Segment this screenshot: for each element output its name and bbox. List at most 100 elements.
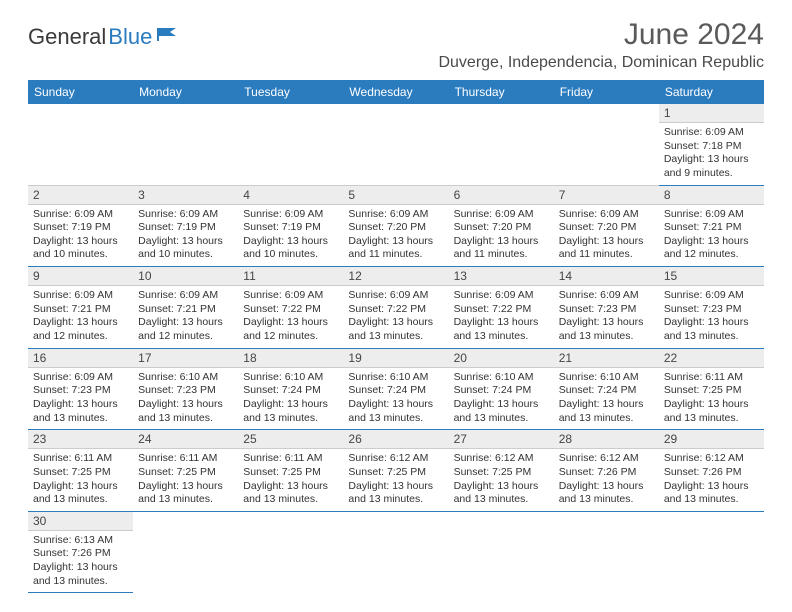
day-content: Sunrise: 6:12 AMSunset: 7:25 PMDaylight:… [449,449,554,511]
daylight-text: Daylight: 13 hours and 13 minutes. [348,398,443,425]
day-number: 11 [238,267,343,286]
daylight-text: Daylight: 13 hours and 13 minutes. [664,398,759,425]
calendar-table: SundayMondayTuesdayWednesdayThursdayFrid… [28,80,764,593]
header-row: GeneralBlue June 2024 [28,18,764,52]
blank-cell [133,511,238,593]
daylight-text: Daylight: 13 hours and 13 minutes. [664,480,759,507]
sunrise-text: Sunrise: 6:11 AM [33,452,128,466]
blank-cell [343,511,448,593]
sunrise-text: Sunrise: 6:09 AM [454,208,549,222]
calendar-row: 9Sunrise: 6:09 AMSunset: 7:21 PMDaylight… [28,267,764,349]
day-cell: 27Sunrise: 6:12 AMSunset: 7:25 PMDayligh… [449,430,554,512]
sunrise-text: Sunrise: 6:10 AM [138,371,233,385]
sunrise-text: Sunrise: 6:11 AM [138,452,233,466]
weekday-header: Monday [133,80,238,104]
blank-cell [238,104,343,185]
daylight-text: Daylight: 13 hours and 10 minutes. [33,235,128,262]
day-cell: 29Sunrise: 6:12 AMSunset: 7:26 PMDayligh… [659,430,764,512]
sunrise-text: Sunrise: 6:10 AM [243,371,338,385]
blank-cell [554,104,659,185]
daylight-text: Daylight: 13 hours and 10 minutes. [138,235,233,262]
weekday-header: Friday [554,80,659,104]
sunset-text: Sunset: 7:19 PM [138,221,233,235]
sunrise-text: Sunrise: 6:09 AM [33,208,128,222]
daylight-text: Daylight: 13 hours and 13 minutes. [348,316,443,343]
location-subtitle: Duverge, Independencia, Dominican Republ… [28,54,764,72]
sunrise-text: Sunrise: 6:12 AM [559,452,654,466]
calendar-body: 1Sunrise: 6:09 AMSunset: 7:18 PMDaylight… [28,104,764,593]
day-cell: 7Sunrise: 6:09 AMSunset: 7:20 PMDaylight… [554,185,659,267]
sunset-text: Sunset: 7:22 PM [348,303,443,317]
sunset-text: Sunset: 7:20 PM [348,221,443,235]
logo-word-1: General [28,24,106,50]
calendar-row: 16Sunrise: 6:09 AMSunset: 7:23 PMDayligh… [28,348,764,430]
sunrise-text: Sunrise: 6:09 AM [33,289,128,303]
day-number: 4 [238,186,343,205]
day-cell: 22Sunrise: 6:11 AMSunset: 7:25 PMDayligh… [659,348,764,430]
day-cell: 28Sunrise: 6:12 AMSunset: 7:26 PMDayligh… [554,430,659,512]
sunrise-text: Sunrise: 6:11 AM [664,371,759,385]
daylight-text: Daylight: 13 hours and 13 minutes. [348,480,443,507]
day-cell: 12Sunrise: 6:09 AMSunset: 7:22 PMDayligh… [343,267,448,349]
day-cell: 17Sunrise: 6:10 AMSunset: 7:23 PMDayligh… [133,348,238,430]
sunset-text: Sunset: 7:23 PM [559,303,654,317]
day-content: Sunrise: 6:09 AMSunset: 7:21 PMDaylight:… [28,286,133,348]
day-cell: 5Sunrise: 6:09 AMSunset: 7:20 PMDaylight… [343,185,448,267]
day-number: 7 [554,186,659,205]
daylight-text: Daylight: 13 hours and 11 minutes. [454,235,549,262]
sunset-text: Sunset: 7:25 PM [348,466,443,480]
sunset-text: Sunset: 7:23 PM [33,384,128,398]
day-content: Sunrise: 6:10 AMSunset: 7:23 PMDaylight:… [133,368,238,430]
weekday-header: Tuesday [238,80,343,104]
calendar-header: SundayMondayTuesdayWednesdayThursdayFrid… [28,80,764,104]
logo-word-2: Blue [108,24,152,50]
calendar-page: GeneralBlue June 2024 Duverge, Independe… [0,0,792,611]
daylight-text: Daylight: 13 hours and 13 minutes. [243,398,338,425]
day-number: 17 [133,349,238,368]
day-cell: 8Sunrise: 6:09 AMSunset: 7:21 PMDaylight… [659,185,764,267]
daylight-text: Daylight: 13 hours and 13 minutes. [664,316,759,343]
day-number: 3 [133,186,238,205]
sunrise-text: Sunrise: 6:10 AM [559,371,654,385]
daylight-text: Daylight: 13 hours and 12 minutes. [664,235,759,262]
daylight-text: Daylight: 13 hours and 10 minutes. [243,235,338,262]
daylight-text: Daylight: 13 hours and 12 minutes. [243,316,338,343]
day-content: Sunrise: 6:09 AMSunset: 7:20 PMDaylight:… [554,205,659,267]
day-number: 26 [343,430,448,449]
day-number: 10 [133,267,238,286]
day-number: 6 [449,186,554,205]
day-number: 9 [28,267,133,286]
day-cell: 13Sunrise: 6:09 AMSunset: 7:22 PMDayligh… [449,267,554,349]
day-cell: 26Sunrise: 6:12 AMSunset: 7:25 PMDayligh… [343,430,448,512]
blank-cell [449,511,554,593]
sunrise-text: Sunrise: 6:09 AM [454,289,549,303]
day-content: Sunrise: 6:12 AMSunset: 7:25 PMDaylight:… [343,449,448,511]
day-cell: 3 Sunrise: 6:09 AMSunset: 7:19 PMDaylight… [133,185,238,267]
sunrise-text: Sunrise: 6:09 AM [664,208,759,222]
day-cell: 24Sunrise: 6:11 AMSunset: 7:25 PMDayligh… [133,430,238,512]
day-cell: 19Sunrise: 6:10 AMSunset: 7:24 PMDayligh… [343,348,448,430]
sunrise-text: Sunrise: 6:10 AM [348,371,443,385]
sunrise-text: Sunrise: 6:09 AM [243,289,338,303]
sunset-text: Sunset: 7:26 PM [559,466,654,480]
daylight-text: Daylight: 13 hours and 13 minutes. [33,480,128,507]
day-content: Sunrise: 6:10 AMSunset: 7:24 PMDaylight:… [449,368,554,430]
sunset-text: Sunset: 7:22 PM [243,303,338,317]
day-content: Sunrise: 6:11 AMSunset: 7:25 PMDaylight:… [28,449,133,511]
day-number: 19 [343,349,448,368]
blank-cell [659,511,764,593]
day-cell: 25Sunrise: 6:11 AMSunset: 7:25 PMDayligh… [238,430,343,512]
sunset-text: Sunset: 7:20 PM [559,221,654,235]
sunrise-text: Sunrise: 6:09 AM [348,289,443,303]
daylight-text: Daylight: 13 hours and 13 minutes. [559,398,654,425]
sunset-text: Sunset: 7:25 PM [33,466,128,480]
daylight-text: Daylight: 13 hours and 11 minutes. [559,235,654,262]
daylight-text: Daylight: 13 hours and 12 minutes. [33,316,128,343]
day-number: 2 [28,186,133,205]
daylight-text: Daylight: 13 hours and 12 minutes. [138,316,233,343]
daylight-text: Daylight: 13 hours and 13 minutes. [559,316,654,343]
day-number: 1 [659,104,764,123]
day-content: Sunrise: 6:13 AMSunset: 7:26 PMDaylight:… [28,531,133,593]
day-cell: 2Sunrise: 6:09 AMSunset: 7:19 PMDaylight… [28,185,133,267]
sunrise-text: Sunrise: 6:09 AM [138,208,233,222]
